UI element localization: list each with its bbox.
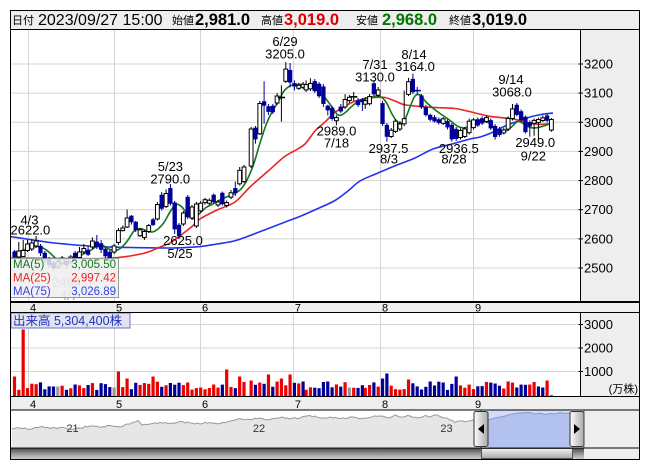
- svg-text:2000: 2000: [584, 341, 613, 356]
- svg-text:(万株): (万株): [609, 382, 638, 396]
- svg-text:3,005.50: 3,005.50: [71, 259, 116, 271]
- svg-text:5/23: 5/23: [158, 159, 183, 174]
- svg-text:MA(25): MA(25): [13, 273, 51, 285]
- svg-text:2622.0: 2622.0: [11, 223, 51, 238]
- svg-text:3000: 3000: [584, 115, 613, 130]
- svg-text:3,019.0: 3,019.0: [472, 11, 527, 29]
- svg-text:2625.0: 2625.0: [163, 233, 203, 248]
- svg-text:3100: 3100: [584, 86, 613, 101]
- svg-text:2989.0: 2989.0: [317, 124, 357, 139]
- svg-text:2,997.42: 2,997.42: [71, 273, 116, 285]
- svg-text:3205.0: 3205.0: [265, 47, 305, 62]
- svg-text:6: 6: [202, 302, 208, 314]
- svg-text:9: 9: [475, 399, 481, 411]
- svg-text:9/22: 9/22: [521, 149, 546, 164]
- svg-text:2500: 2500: [584, 261, 613, 276]
- svg-text:23: 23: [440, 423, 452, 435]
- svg-text:8/14: 8/14: [401, 47, 426, 62]
- svg-text:2790.0: 2790.0: [150, 172, 190, 187]
- svg-text:4: 4: [30, 399, 36, 411]
- svg-text:MA(75): MA(75): [13, 286, 51, 298]
- svg-text:2900: 2900: [584, 144, 613, 159]
- svg-text:5: 5: [116, 302, 122, 314]
- svg-text:3164.0: 3164.0: [395, 59, 435, 74]
- svg-text:2800: 2800: [584, 173, 613, 188]
- svg-text:21: 21: [66, 423, 78, 435]
- svg-text:3,019.0: 3,019.0: [284, 11, 339, 29]
- svg-text:安値: 安値: [356, 13, 378, 27]
- svg-text:3130.0: 3130.0: [355, 70, 395, 85]
- svg-text:高値: 高値: [261, 13, 283, 27]
- svg-text:2023/09/27 15:00: 2023/09/27 15:00: [38, 12, 163, 29]
- svg-text:3200: 3200: [584, 57, 613, 72]
- svg-text:日付: 日付: [12, 14, 34, 27]
- svg-text:9: 9: [475, 302, 481, 314]
- svg-text:4/3: 4/3: [20, 213, 38, 228]
- svg-text:2936.5: 2936.5: [439, 141, 479, 156]
- svg-text:5: 5: [116, 399, 122, 411]
- svg-text:8: 8: [382, 302, 388, 314]
- svg-text:8: 8: [382, 399, 388, 411]
- svg-text:8/28: 8/28: [441, 152, 466, 167]
- svg-text:3000: 3000: [584, 317, 613, 332]
- svg-text:7: 7: [295, 399, 301, 411]
- svg-text:2937.5: 2937.5: [369, 141, 409, 156]
- svg-text:2949.0: 2949.0: [515, 135, 555, 150]
- svg-text:7/31: 7/31: [362, 57, 387, 72]
- svg-text:22: 22: [253, 423, 265, 435]
- svg-text:6/29: 6/29: [272, 34, 297, 49]
- svg-text:9/14: 9/14: [498, 72, 523, 87]
- svg-text:出来高 5,304,400株: 出来高 5,304,400株: [13, 313, 123, 328]
- svg-text:5/25: 5/25: [167, 246, 192, 261]
- svg-text:2700: 2700: [584, 202, 613, 217]
- svg-text:2,981.0: 2,981.0: [195, 11, 250, 29]
- svg-text:6: 6: [202, 399, 208, 411]
- svg-text:3068.0: 3068.0: [492, 85, 532, 100]
- svg-text:2600: 2600: [584, 231, 613, 246]
- svg-text:1000: 1000: [584, 364, 613, 379]
- svg-text:8/3: 8/3: [380, 152, 398, 167]
- svg-text:4: 4: [30, 302, 36, 314]
- svg-text:7/18: 7/18: [324, 136, 349, 151]
- svg-text:7: 7: [295, 302, 301, 314]
- svg-text:MA(5): MA(5): [13, 259, 44, 271]
- svg-text:終値: 終値: [449, 13, 471, 27]
- svg-text:3,026.89: 3,026.89: [71, 286, 116, 298]
- svg-text:始値: 始値: [172, 13, 194, 27]
- svg-text:2,968.0: 2,968.0: [382, 11, 437, 29]
